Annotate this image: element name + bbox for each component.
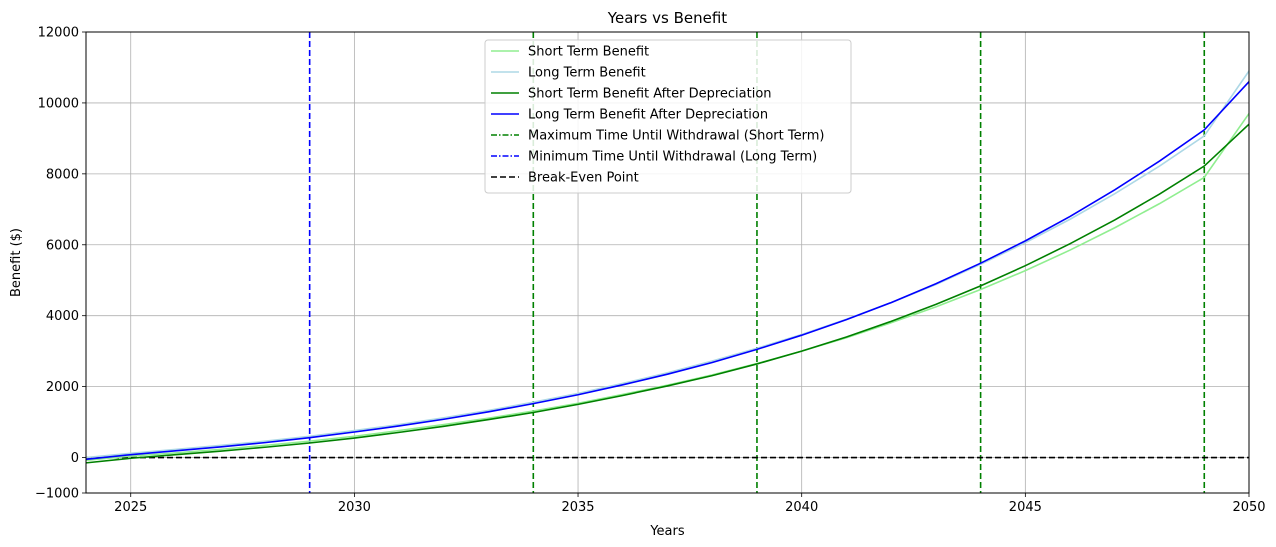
x-tick-label: 2035 [561, 500, 594, 515]
series-line-3 [85, 81, 1250, 461]
y-tick-label: 10000 [38, 96, 79, 111]
plot-frame [85, 31, 1250, 494]
x-tick-label: 2030 [338, 500, 371, 515]
legend-label: Long Term Benefit After Depreciation [528, 108, 768, 123]
legend-label: Minimum Time Until Withdrawal (Long Term… [528, 150, 817, 165]
y-tick-label: 0 [71, 451, 79, 466]
x-tick-label: 2040 [785, 500, 818, 515]
y-tick-label: 2000 [46, 380, 79, 395]
legend: Short Term Benefit Long Term Benefit Short… [484, 39, 852, 194]
x-tick-label: 2050 [1232, 500, 1265, 515]
series-line-1 [85, 70, 1250, 459]
y-tick-label: 6000 [46, 238, 79, 253]
series-lines [85, 70, 1250, 464]
x-axis-ticks: 2025 2030 2035 2040 2045 2050 [114, 493, 1266, 515]
legend-box [484, 39, 852, 194]
x-axis-label: Years [649, 524, 685, 539]
y-tick-label: −1000 [35, 487, 79, 502]
y-tick-label: 12000 [38, 26, 79, 41]
legend-label: Maximum Time Until Withdrawal (Short Ter… [528, 129, 824, 144]
legend-label: Short Term Benefit [528, 45, 649, 60]
y-axis-label: Benefit ($) [9, 228, 24, 297]
y-tick-label: 8000 [46, 167, 79, 182]
series-line-2 [85, 123, 1250, 464]
y-tick-label: 4000 [46, 309, 79, 324]
chart-title: Years vs Benefit [607, 9, 728, 27]
x-tick-label: 2045 [1009, 500, 1042, 515]
legend-label: Long Term Benefit [528, 66, 646, 81]
legend-label: Break-Even Point [528, 171, 639, 186]
x-tick-label: 2025 [114, 500, 147, 515]
y-axis-ticks: −1000 0 2000 4000 6000 8000 10000 12000 [35, 26, 86, 502]
legend-label: Short Term Benefit After Depreciation [528, 87, 772, 102]
